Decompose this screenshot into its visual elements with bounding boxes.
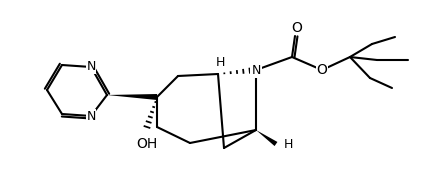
- Text: O: O: [292, 21, 302, 35]
- Text: N: N: [251, 63, 260, 76]
- Text: H: H: [284, 137, 293, 150]
- Polygon shape: [256, 130, 278, 146]
- Polygon shape: [107, 94, 157, 100]
- Text: N: N: [86, 110, 95, 123]
- Text: H: H: [215, 55, 225, 68]
- Text: OH: OH: [136, 137, 158, 151]
- Text: N: N: [86, 60, 95, 73]
- Text: O: O: [316, 63, 327, 77]
